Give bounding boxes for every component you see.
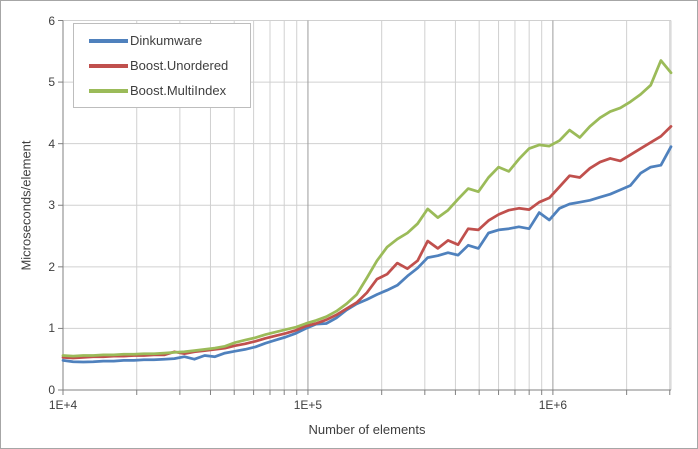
legend-entry: Boost.Unordered [74,55,250,77]
series-line-dinkumware [61,145,673,364]
legend-entry: Boost.MultiIndex [74,80,250,102]
legend-label: Boost.MultiIndex [130,83,227,98]
legend-entry: Dinkumware [74,30,250,52]
legend-label: Boost.Unordered [130,58,229,73]
series-line-boost-multiindex [61,59,673,358]
y-tick-label: 2 [48,259,55,274]
y-tick-label: 0 [48,383,55,397]
y-tick-label: 6 [48,13,55,28]
y-tick-label: 3 [48,198,55,213]
legend: Dinkumware Boost.Unordered Boost.MultiIn… [73,23,251,108]
y-tick-label: 4 [48,136,55,151]
x-tick-label: 1E+4 [48,398,78,412]
x-axis-title: Number of elements [308,422,426,437]
y-tick-label: 5 [48,75,55,90]
legend-line-sample [89,88,128,93]
legend-line-sample [89,38,128,43]
series-line-boost-unordered [61,125,673,360]
legend-label: Dinkumware [130,33,203,48]
legend-line-sample [89,63,128,68]
y-tick-label: 1 [48,321,55,336]
x-tick-label: 1E+5 [293,398,323,412]
x-tick-label: 1E+6 [538,398,568,412]
